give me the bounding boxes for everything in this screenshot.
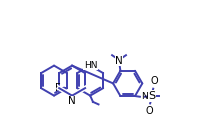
Text: N: N [115,56,123,66]
Text: N: N [68,96,76,106]
Text: O: O [146,106,153,116]
Text: HN: HN [84,61,97,70]
Text: F: F [55,83,61,93]
Text: S: S [148,91,155,101]
Text: O: O [150,76,158,86]
Text: NH: NH [142,92,155,101]
